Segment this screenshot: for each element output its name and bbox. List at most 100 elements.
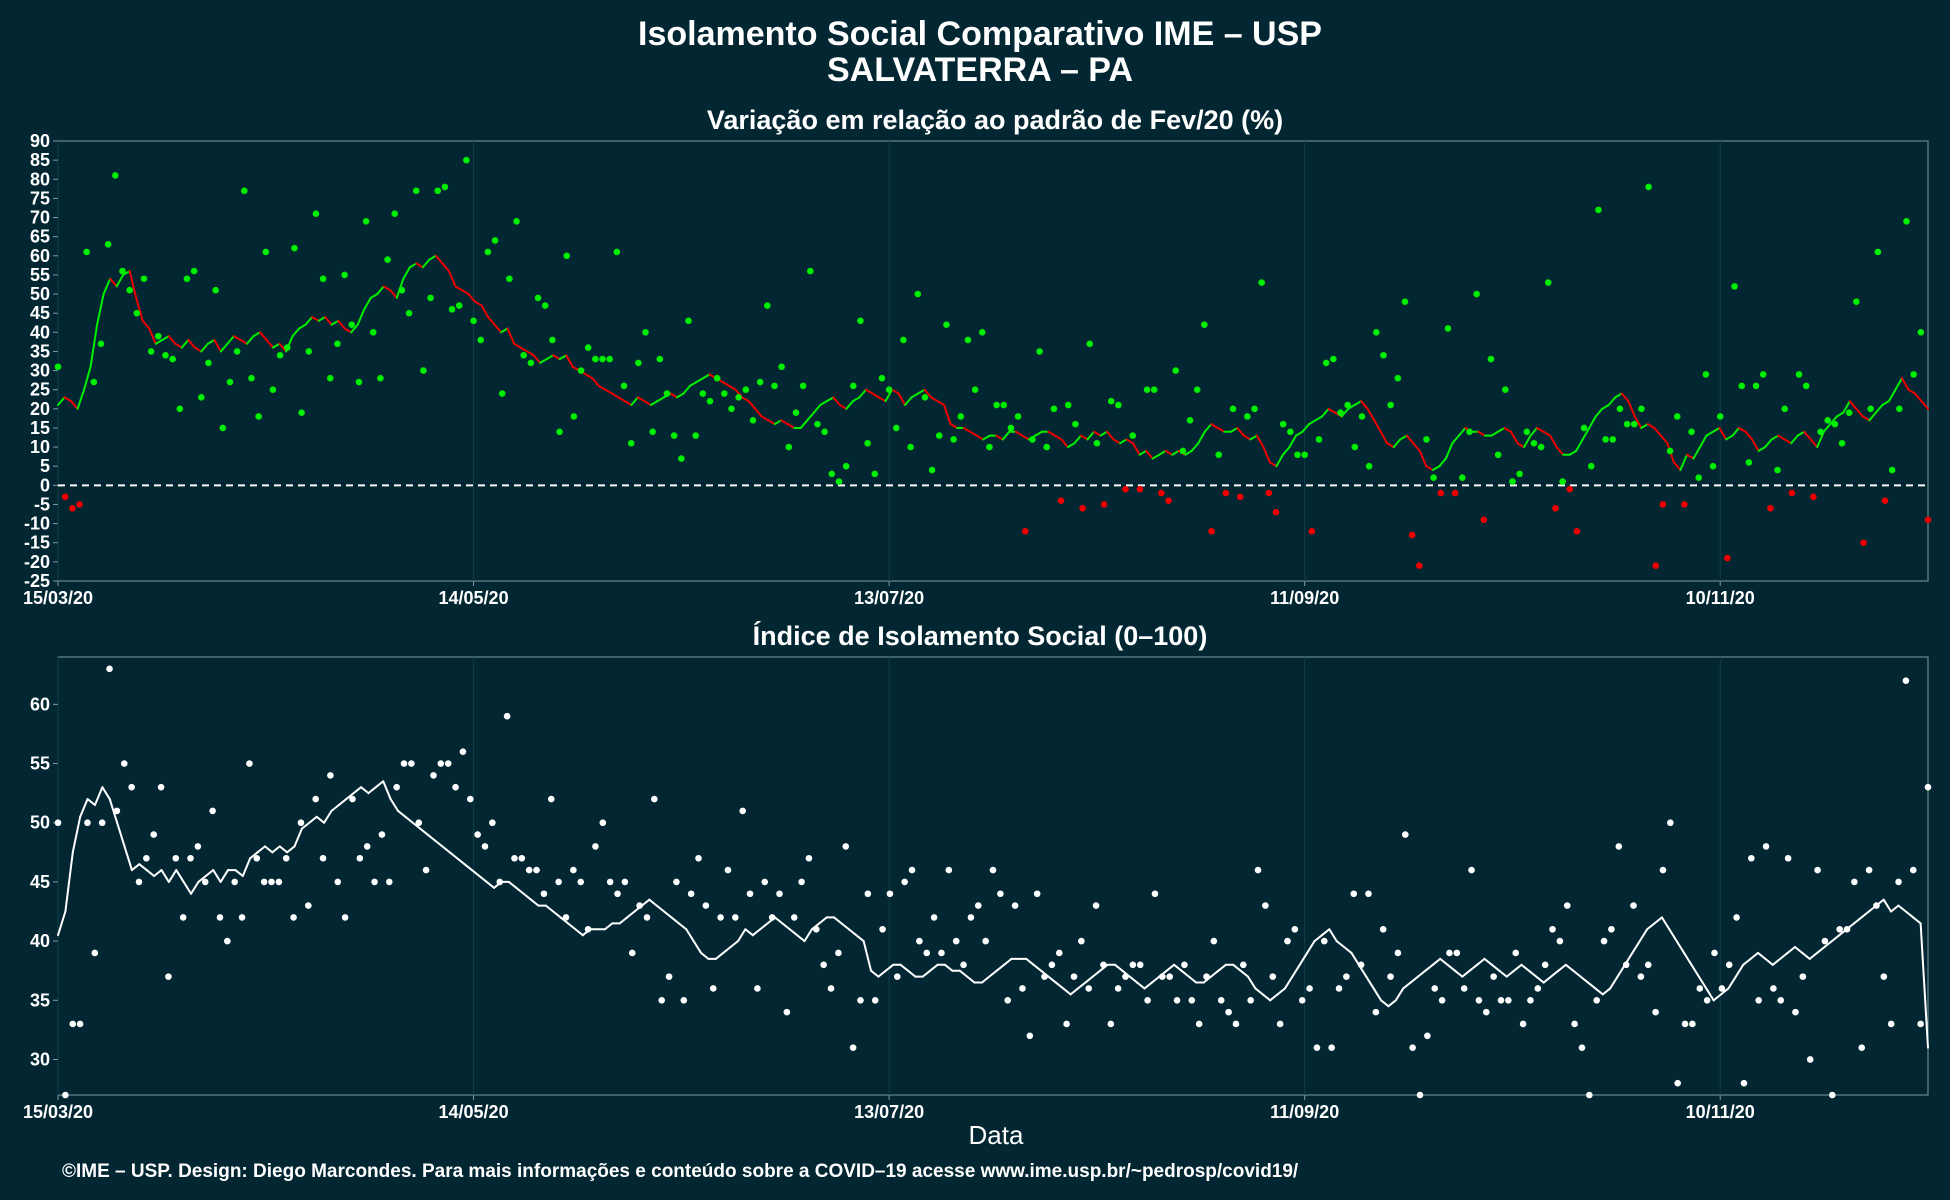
data-point [1320,937,1328,945]
trend-line-segment [1180,969,1190,978]
data-point [1828,1091,1836,1099]
trend-line-segment [249,851,259,860]
trend-line-segment [1607,396,1617,406]
trend-line-segment [1786,946,1796,954]
trend-line-segment [245,335,255,345]
trend-line-segment [1034,430,1043,437]
trend-line-segment [174,342,183,349]
data-point [1357,961,1365,969]
trend-line-segment [1646,423,1656,429]
data-point [938,949,945,957]
y-tick-label: -20 [24,552,50,572]
data-point [1615,843,1623,850]
trend-line-segment [1614,392,1623,399]
trend-line-segment [1086,430,1095,441]
trend-line-segment [899,963,909,972]
trend-line-segment [226,335,235,345]
data-point [176,405,184,413]
trend-line-segment [871,392,880,399]
data-point [1215,451,1222,459]
trend-line-segment [1255,434,1265,449]
trend-line-segment [825,396,835,403]
trend-line-segment [943,963,954,972]
trend-line-segment [447,270,457,288]
trend-line-segment [1742,957,1752,966]
trend-line-segment [663,910,673,919]
data-point [790,914,798,921]
data-point [900,336,907,344]
trend-line-segment [161,335,170,341]
y-tick-label: 55 [30,265,50,285]
trend-line-segment [193,346,203,353]
data-point [1078,937,1085,945]
trend-line-segment [1770,434,1780,441]
trend-line-segment [1143,981,1153,990]
trend-line-segment [441,262,450,273]
data-point [1159,973,1166,980]
data-point [673,878,680,886]
trend-line-segment [278,342,288,353]
trend-line-segment [877,396,887,403]
y-tick-label: 30 [30,361,50,381]
data-point [835,478,843,485]
trend-line-segment [1912,916,1922,925]
data-point [1795,371,1803,378]
data-point [61,493,69,501]
data-point [525,866,533,874]
data-point [1755,996,1762,1004]
data-point [806,267,814,275]
trend-line-segment [109,277,118,288]
data-point [1644,961,1652,969]
data-point [1294,451,1301,459]
data-point [878,374,886,382]
data-point [1115,401,1122,409]
data-point [1437,489,1445,497]
trend-line-segment [1749,951,1759,960]
data-point [1151,890,1159,898]
data-point [1762,843,1770,850]
data-point [1880,973,1888,980]
data-point [713,374,721,382]
data-point [1910,371,1917,378]
trend-line-segment [1777,434,1786,441]
data-point [503,712,511,720]
y-tick-label: 0 [40,475,50,495]
trend-line-segment [1679,453,1688,472]
data-point [1534,985,1542,992]
trend-line-segment [1261,993,1272,1002]
trend-line-segment [610,392,620,399]
data-point [1201,321,1208,328]
data-point [1630,420,1638,428]
trend-line-segment [93,786,104,806]
trend-line-segment [847,928,858,937]
trend-line-segment [96,293,105,326]
data-point [785,443,793,451]
trend-line-segment [677,922,688,931]
trend-line-segment [1444,442,1454,460]
data-point [1247,996,1254,1004]
data-point [312,795,319,803]
data-point [1781,405,1789,413]
trend-line-segment [1653,426,1662,437]
data-point [1337,409,1344,416]
data-point [649,428,656,436]
trend-line-segment [786,423,796,429]
data-point [1308,527,1316,535]
data-point [1578,1044,1586,1051]
trend-line-segment [1197,430,1206,445]
data-point [1541,961,1549,969]
data-point [1287,428,1294,436]
trend-line-segment [1203,423,1213,433]
trend-line-segment [324,316,333,326]
data-point [540,890,548,898]
data-point [636,902,643,909]
trend-line-segment [460,289,470,296]
trend-line-segment [187,338,196,349]
trend-line-segment [591,377,600,387]
trend-line-segment [532,354,542,364]
data-point [857,996,864,1004]
data-point [348,321,356,328]
trend-line-segment [943,404,952,426]
x-tick-label: 11/09/20 [1270,1102,1339,1122]
trend-line-segment [1053,434,1063,441]
